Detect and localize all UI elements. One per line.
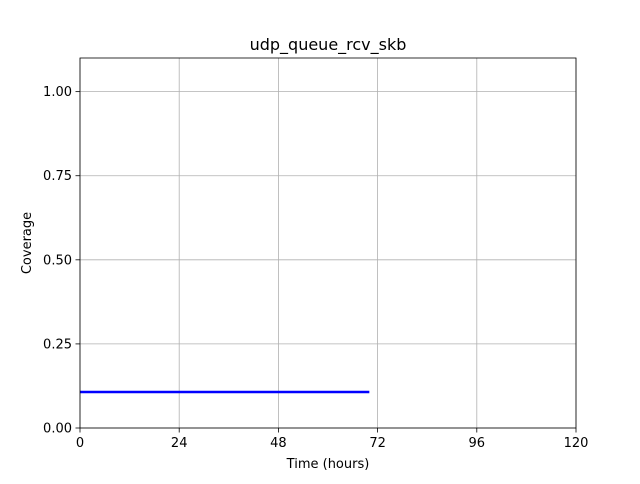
x-tick-label: 120	[564, 436, 589, 451]
y-tick-label: 0.25	[43, 337, 72, 352]
y-tick-label: 0.50	[43, 253, 72, 268]
x-axis-label: Time (hours)	[286, 457, 370, 472]
y-tick-label: 0.00	[43, 422, 72, 437]
axis-ticks: 0 24 48 72 96 120 0.00 0.25 0.50 0.75 1.00	[43, 85, 588, 451]
x-tick-label: 48	[270, 436, 287, 451]
x-tick-label: 0	[76, 436, 84, 451]
y-tick-label: 0.75	[43, 169, 72, 184]
y-axis-label: Coverage	[20, 212, 35, 274]
x-tick-label: 24	[171, 436, 188, 451]
chart-title: udp_queue_rcv_skb	[250, 35, 407, 55]
plot-area-frame	[79, 57, 577, 429]
x-tick-label: 96	[469, 436, 486, 451]
x-tick-label: 72	[369, 436, 386, 451]
y-tick-label: 1.00	[43, 85, 72, 100]
